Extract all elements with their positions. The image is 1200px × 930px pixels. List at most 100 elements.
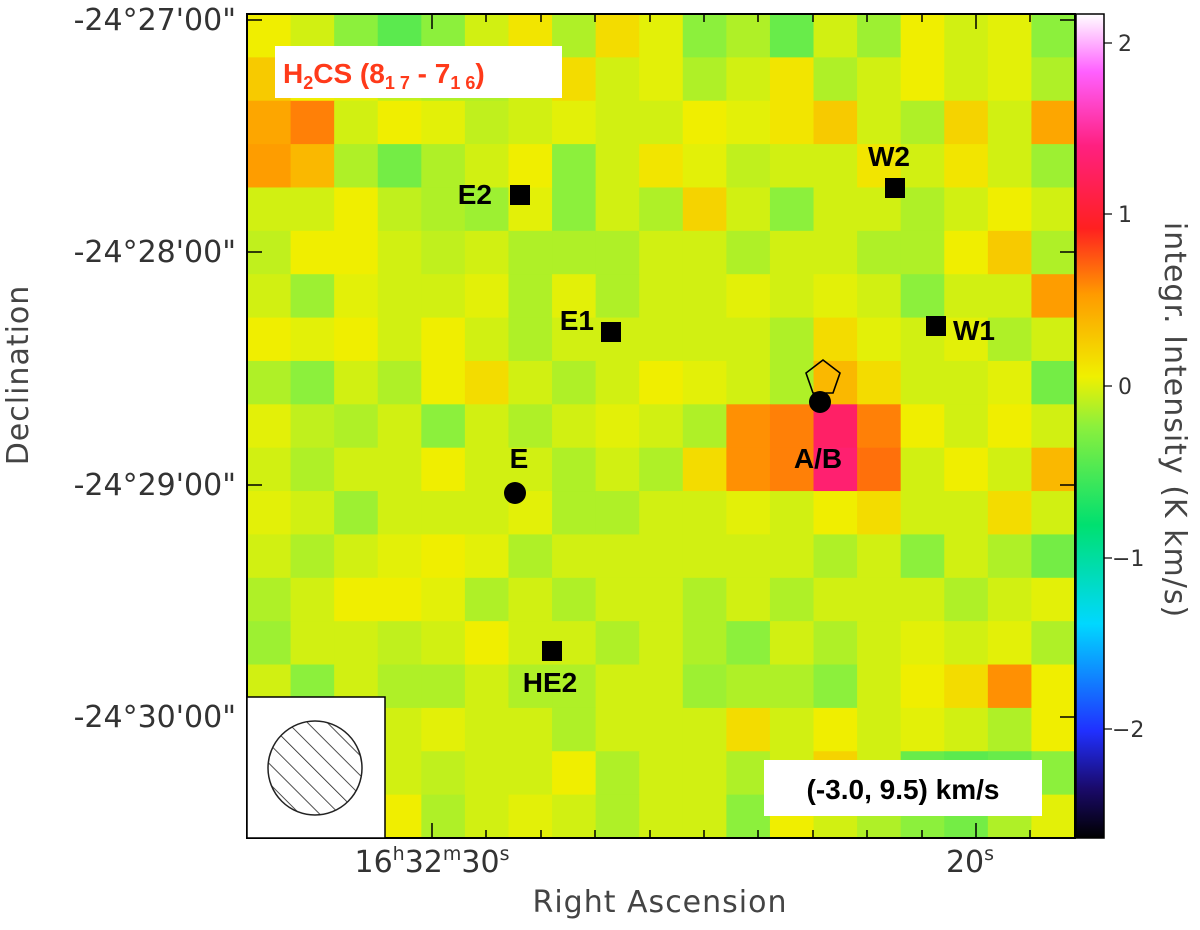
heatmap-cell xyxy=(987,144,1033,189)
heatmap-cell xyxy=(595,14,640,58)
colorbar-tick-label-3: 0 xyxy=(1118,375,1132,400)
source-marker-w2 xyxy=(885,178,905,198)
heatmap-cell xyxy=(900,491,945,536)
heatmap-cell xyxy=(508,317,553,362)
heatmap-cell xyxy=(769,144,815,189)
source-markers: E2 W2 E1 W1 A/B E HE2 xyxy=(458,141,995,698)
heatmap-cell xyxy=(595,707,640,752)
heatmap-cell xyxy=(290,187,335,232)
heatmap-cell xyxy=(944,447,989,492)
heatmap-cell xyxy=(595,100,640,145)
heatmap-cell xyxy=(639,621,684,666)
heatmap-cell xyxy=(900,447,945,492)
heatmap-cell xyxy=(987,100,1033,145)
heatmap-cell xyxy=(595,664,640,709)
heatmap-cell xyxy=(769,404,815,449)
heatmap-cell xyxy=(247,491,292,536)
axis-ticks xyxy=(247,14,1075,838)
heatmap-cell xyxy=(552,664,597,709)
heatmap-cell xyxy=(552,274,597,319)
heatmap-cell xyxy=(552,491,597,536)
heatmap-cell xyxy=(813,317,858,362)
heatmap-cell xyxy=(1031,577,1075,622)
heatmap-cell xyxy=(726,187,771,232)
heatmap-cell xyxy=(247,274,292,319)
heatmap-cell xyxy=(421,534,466,579)
colorbar-title: integr. Intensity (K km/s) xyxy=(1157,222,1192,618)
heatmap-cell xyxy=(944,230,989,275)
heatmap-cell xyxy=(769,534,815,579)
heatmap-cell xyxy=(639,491,684,536)
heatmap-cell xyxy=(552,447,597,492)
heatmap-cell xyxy=(508,274,553,319)
heatmap-cell xyxy=(857,14,902,58)
heatmap-cell xyxy=(377,317,422,362)
heatmap-cell xyxy=(944,317,989,362)
source-marker-he2 xyxy=(542,641,562,661)
heatmap-cell xyxy=(857,621,902,666)
heatmap-cell xyxy=(726,274,771,319)
heatmap-cell xyxy=(464,187,510,232)
heatmap-cell xyxy=(595,447,640,492)
y-axis-title: Declination xyxy=(1,285,36,466)
heatmap-cell xyxy=(595,404,640,449)
heatmap-cell xyxy=(639,144,684,189)
heatmap-cell xyxy=(421,664,466,709)
heatmap-cell xyxy=(508,360,553,405)
y-tick-label-1: -24°27'00" xyxy=(74,3,236,38)
heatmap-cell xyxy=(639,664,684,709)
heatmap-cell xyxy=(726,664,771,709)
colorbar-tick-label-1: 2 xyxy=(1118,32,1132,57)
heatmap-cell xyxy=(682,664,727,709)
heatmap-cell xyxy=(639,360,684,405)
beam-ellipse xyxy=(267,720,363,816)
x-tick-label-2: 20s xyxy=(946,843,994,880)
source-label-w1: W1 xyxy=(953,315,995,346)
heatmap-cell xyxy=(944,707,989,752)
heatmap-cell xyxy=(987,491,1033,536)
heatmap-cell xyxy=(595,360,640,405)
velocity-range-label: (-3.0, 9.5) km/s xyxy=(807,774,1000,805)
heatmap-cell xyxy=(377,100,422,145)
heatmap-cell xyxy=(639,100,684,145)
heatmap-cell xyxy=(726,360,771,405)
heatmap-cell xyxy=(377,360,422,405)
heatmap-cell xyxy=(769,360,815,405)
heatmap-cell xyxy=(813,621,858,666)
heatmap-cell xyxy=(421,360,466,405)
heatmap-cell xyxy=(421,144,466,189)
heatmap-cell xyxy=(726,751,771,796)
heatmap-cell xyxy=(290,491,335,536)
heatmap-cell xyxy=(421,447,466,492)
heatmap-cell xyxy=(595,794,640,838)
heatmap-cell xyxy=(464,404,510,449)
heatmap-cell xyxy=(726,621,771,666)
heatmap-cell xyxy=(377,491,422,536)
source-label-e1: E1 xyxy=(560,305,594,336)
heatmap-cell xyxy=(813,100,858,145)
x-axis-title: Right Ascension xyxy=(533,885,788,920)
heatmap-cell xyxy=(552,707,597,752)
heatmap-cell xyxy=(769,664,815,709)
heatmap-cell xyxy=(857,317,902,362)
heatmap-cell xyxy=(595,57,640,102)
heatmap-cell xyxy=(421,230,466,275)
heatmap-cell xyxy=(639,534,684,579)
heatmap-cell xyxy=(1031,57,1075,102)
heatmap-cell xyxy=(813,57,858,102)
heatmap-cell xyxy=(552,534,597,579)
heatmap-cell xyxy=(769,274,815,319)
heatmap-cell xyxy=(247,187,292,232)
heatmap-cell xyxy=(813,187,858,232)
heatmap-cell xyxy=(1031,491,1075,536)
heatmap-cell xyxy=(769,491,815,536)
heatmap-cell xyxy=(290,317,335,362)
heatmap-cell xyxy=(552,230,597,275)
heatmap-cell xyxy=(464,144,510,189)
heatmap-cell xyxy=(857,360,902,405)
heatmap-cell xyxy=(944,14,989,58)
heatmap-cell xyxy=(900,360,945,405)
heatmap-cell xyxy=(682,534,727,579)
heatmap-cell xyxy=(726,491,771,536)
colorbar-tick-label-2: 1 xyxy=(1118,203,1132,228)
